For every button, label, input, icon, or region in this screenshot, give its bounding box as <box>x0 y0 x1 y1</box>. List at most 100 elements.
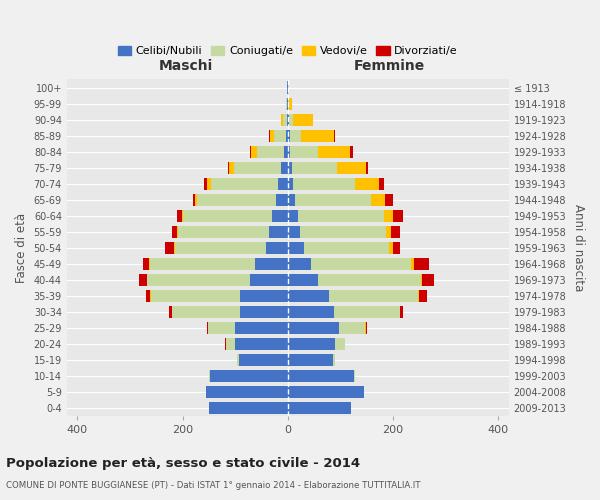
Bar <box>289 98 292 110</box>
Bar <box>288 386 364 398</box>
Bar <box>290 146 318 158</box>
Bar <box>241 306 288 318</box>
Bar <box>288 258 311 270</box>
Bar <box>290 130 301 141</box>
Bar <box>288 178 293 190</box>
Bar <box>209 370 210 382</box>
Bar <box>151 290 241 302</box>
Bar <box>371 194 385 205</box>
Bar <box>143 258 149 270</box>
Bar <box>177 210 182 222</box>
Bar <box>318 146 350 158</box>
Bar <box>250 146 251 158</box>
Bar <box>266 242 288 254</box>
Bar <box>237 354 239 366</box>
Bar <box>211 178 278 190</box>
Bar <box>288 162 292 173</box>
Bar <box>257 146 284 158</box>
Bar <box>272 210 288 222</box>
Bar <box>293 178 355 190</box>
Bar <box>288 402 351 414</box>
Bar <box>169 306 172 318</box>
Bar <box>208 322 235 334</box>
Bar <box>235 338 288 350</box>
Bar <box>286 130 288 141</box>
Bar <box>229 162 234 173</box>
Bar <box>334 306 400 318</box>
Text: Popolazione per età, sesso e stato civile - 2014: Popolazione per età, sesso e stato civil… <box>6 458 360 470</box>
Y-axis label: Fasce di età: Fasce di età <box>15 212 28 283</box>
Bar <box>301 130 334 141</box>
Bar <box>365 162 368 173</box>
Bar <box>255 258 288 270</box>
Bar <box>301 226 386 237</box>
Bar <box>193 194 195 205</box>
Bar <box>337 162 365 173</box>
Bar <box>284 146 288 158</box>
Bar <box>204 178 207 190</box>
Bar <box>281 162 288 173</box>
Bar <box>319 274 421 286</box>
Bar <box>269 226 288 237</box>
Y-axis label: Anni di nascita: Anni di nascita <box>572 204 585 292</box>
Bar <box>386 226 391 237</box>
Bar <box>274 130 286 141</box>
Bar <box>389 242 393 254</box>
Bar <box>298 210 383 222</box>
Bar <box>414 258 429 270</box>
Bar <box>228 162 229 173</box>
Bar <box>164 242 174 254</box>
Bar <box>419 290 427 302</box>
Bar <box>209 402 288 414</box>
Bar <box>150 258 255 270</box>
Bar <box>393 242 400 254</box>
Bar <box>288 242 304 254</box>
Bar <box>412 258 414 270</box>
Bar <box>178 226 269 237</box>
Bar <box>239 354 288 366</box>
Bar <box>311 258 412 270</box>
Bar <box>288 114 289 126</box>
Text: Maschi: Maschi <box>159 59 213 73</box>
Bar <box>288 274 319 286</box>
Bar <box>241 290 288 302</box>
Bar <box>293 114 313 126</box>
Bar <box>174 242 175 254</box>
Bar <box>350 146 353 158</box>
Bar <box>288 210 298 222</box>
Bar <box>250 274 288 286</box>
Bar <box>146 290 151 302</box>
Bar <box>288 322 340 334</box>
Bar <box>286 98 287 110</box>
Bar <box>288 370 353 382</box>
Bar <box>288 194 295 205</box>
Bar <box>304 242 389 254</box>
Bar <box>235 322 288 334</box>
Bar <box>379 178 384 190</box>
Bar <box>251 146 257 158</box>
Bar <box>281 114 283 126</box>
Bar <box>210 370 288 382</box>
Bar <box>288 306 334 318</box>
Text: COMUNE DI PONTE BUGGIANESE (PT) - Dati ISTAT 1° gennaio 2014 - Elaborazione TUTT: COMUNE DI PONTE BUGGIANESE (PT) - Dati I… <box>6 481 421 490</box>
Bar <box>334 130 335 141</box>
Bar <box>385 194 393 205</box>
Bar <box>148 274 250 286</box>
Bar <box>329 290 418 302</box>
Bar <box>172 226 178 237</box>
Bar <box>182 210 272 222</box>
Bar <box>207 178 211 190</box>
Bar <box>288 226 301 237</box>
Bar <box>332 354 335 366</box>
Bar <box>353 370 355 382</box>
Bar <box>292 162 337 173</box>
Legend: Celibi/Nubili, Coniugati/e, Vedovi/e, Divorziati/e: Celibi/Nubili, Coniugati/e, Vedovi/e, Di… <box>113 42 462 60</box>
Bar <box>365 322 367 334</box>
Bar <box>355 178 379 190</box>
Bar <box>422 274 434 286</box>
Bar <box>197 194 276 205</box>
Bar <box>287 114 288 126</box>
Bar <box>276 194 288 205</box>
Bar <box>288 290 329 302</box>
Bar <box>288 130 290 141</box>
